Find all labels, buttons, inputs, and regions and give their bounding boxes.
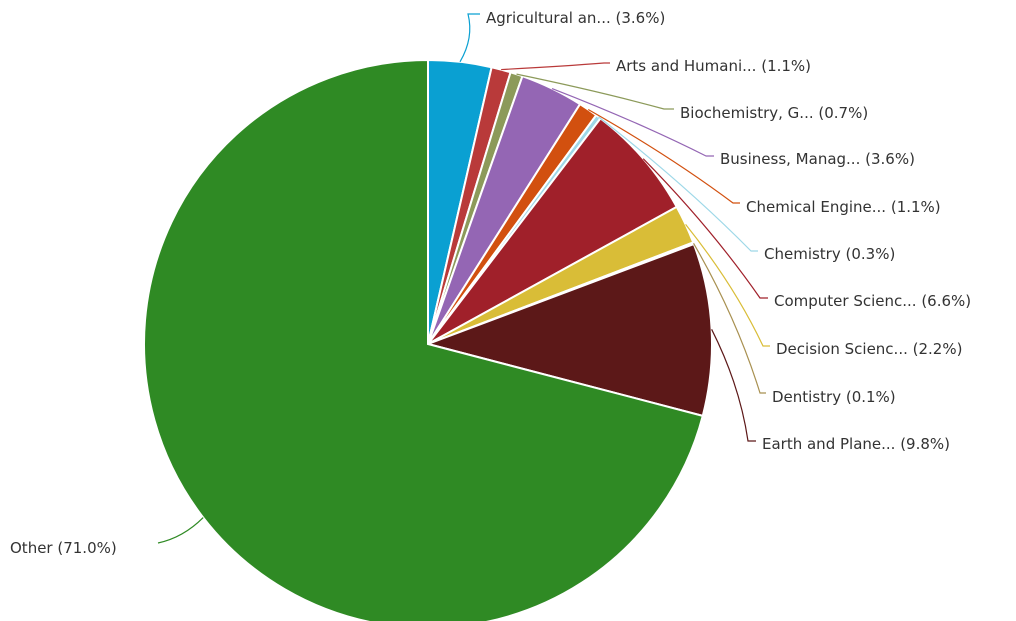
- slice-label-3: Biochemistry, G... (0.7%): [680, 104, 868, 122]
- slice-labels: Agricultural an... (3.6%) Arts and Humani…: [10, 9, 971, 557]
- leader-line-11: [157, 517, 204, 544]
- slice-label-9: Dentistry (0.1%): [772, 388, 896, 406]
- leader-line-9: [693, 242, 766, 394]
- leader-line-2: [501, 62, 610, 71]
- slice-label-10: Earth and Plane... (9.8%): [762, 435, 950, 453]
- leader-line-5: [587, 108, 740, 204]
- slice-label-8: Decision Scienc... (2.2%): [776, 340, 962, 358]
- leader-line-7: [642, 158, 768, 299]
- leader-line-4: [551, 87, 714, 157]
- leader-line-10: [711, 329, 756, 442]
- slice-label-6: Chemistry (0.3%): [764, 245, 895, 263]
- slice-label-4: Business, Manag... (3.6%): [720, 150, 915, 168]
- leader-line-6: [598, 116, 758, 252]
- pie-slice-11: [143, 58, 704, 621]
- slice-label-2: Arts and Humani... (1.1%): [616, 57, 811, 75]
- slice-label-11: Other (71.0%): [10, 539, 117, 557]
- leader-line-8: [685, 224, 770, 347]
- pie-slices: [143, 58, 713, 621]
- slice-label-1: Agricultural an... (3.6%): [486, 9, 665, 27]
- leader-line-3: [516, 73, 674, 110]
- leader-line-1: [459, 13, 480, 63]
- pie-slice-10: [424, 242, 713, 418]
- slice-label-5: Chemical Engine... (1.1%): [746, 198, 941, 216]
- leader-lines: [157, 13, 770, 544]
- slice-label-7: Computer Scienc... (6.6%): [774, 292, 971, 310]
